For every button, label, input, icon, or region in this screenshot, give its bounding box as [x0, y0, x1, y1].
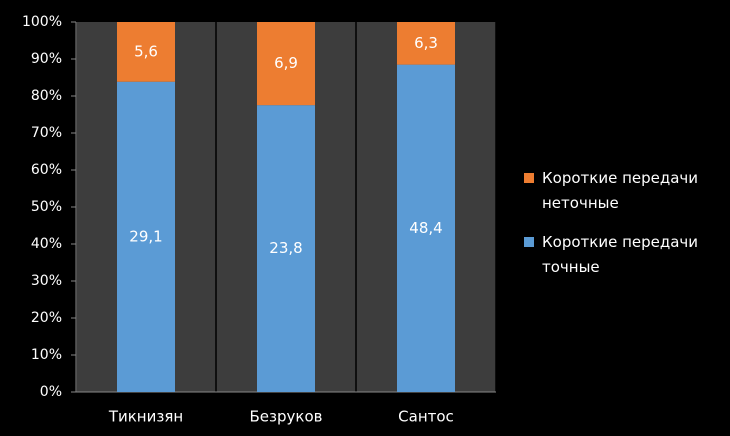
y-tick-label: 10%: [31, 347, 62, 363]
y-tick-label: 40%: [31, 236, 62, 252]
legend-swatch: [524, 173, 534, 183]
y-tick-label: 80%: [31, 88, 62, 104]
data-label: 6,9: [274, 54, 298, 72]
data-label: 5,6: [134, 42, 158, 60]
legend-label: Короткие передачи неточные: [542, 169, 699, 212]
y-tick-label: 20%: [31, 310, 62, 326]
y-tick-label: 0%: [40, 384, 62, 400]
x-tick-label: Безруков: [250, 408, 323, 426]
legend-item: Короткие передачи точные: [524, 230, 724, 280]
data-label: 48,4: [409, 219, 442, 237]
y-tick-label: 30%: [31, 273, 62, 289]
data-label: 29,1: [129, 227, 162, 245]
legend: Короткие передачи неточные Короткие перед…: [524, 166, 724, 294]
x-tick-label: Сантос: [398, 408, 454, 426]
legend-swatch: [524, 237, 534, 247]
y-tick-label: 70%: [31, 125, 62, 141]
data-label: 23,8: [269, 239, 302, 257]
y-tick-label: 100%: [22, 14, 62, 30]
bar-segment: [117, 22, 175, 82]
bar-segment: [257, 22, 315, 106]
data-label: 6,3: [414, 34, 438, 52]
legend-item: Короткие передачи неточные: [524, 166, 724, 216]
bar-segment: [397, 64, 455, 392]
bar-segment: [397, 22, 455, 65]
x-tick-label: Тикнизян: [108, 408, 183, 426]
bar-segment: [257, 105, 315, 392]
y-tick-label: 60%: [31, 162, 62, 178]
bar-segment: [117, 81, 175, 392]
y-tick-label: 50%: [31, 199, 62, 215]
y-tick-label: 90%: [31, 51, 62, 67]
legend-label: Короткие передачи точные: [542, 233, 699, 276]
